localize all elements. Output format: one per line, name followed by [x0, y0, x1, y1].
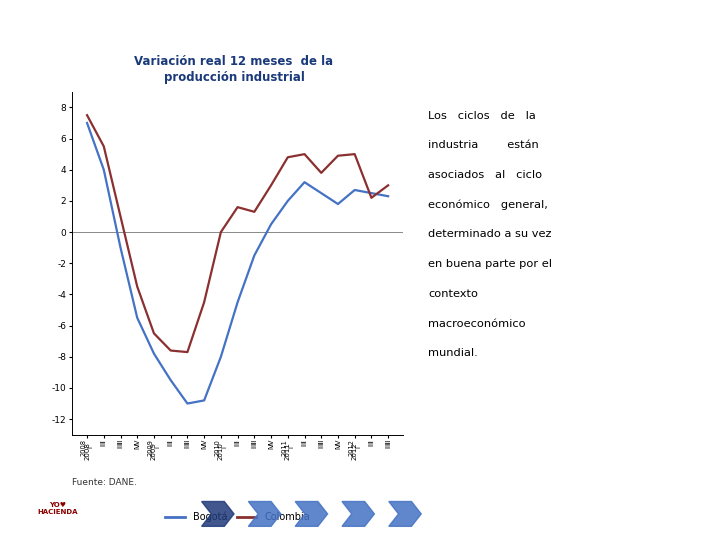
Text: IV: IV	[134, 442, 140, 449]
Text: III: III	[318, 442, 324, 449]
Text: mundial.: mundial.	[428, 348, 478, 359]
Polygon shape	[202, 502, 234, 526]
Text: III: III	[251, 442, 257, 449]
Polygon shape	[389, 502, 421, 526]
Text: contexto: contexto	[428, 289, 478, 299]
Text: III: III	[117, 442, 124, 449]
Text: Variación real 12 meses  de la
producción industrial: Variación real 12 meses de la producción…	[135, 55, 333, 84]
Polygon shape	[295, 502, 328, 526]
Text: industria        están: industria están	[428, 140, 539, 151]
Text: en buena parte por el: en buena parte por el	[428, 259, 552, 269]
Text: YO♥
HACIENDA: YO♥ HACIENDA	[37, 502, 78, 516]
Legend: Bogotá, Colombia: Bogotá, Colombia	[161, 508, 314, 526]
Text: III: III	[184, 442, 190, 449]
Text: II: II	[235, 442, 240, 447]
Polygon shape	[342, 502, 374, 526]
Text: 2010: 2010	[218, 442, 224, 461]
Text: 2011: 2011	[285, 442, 291, 461]
Text: 2012: 2012	[351, 442, 358, 460]
Text: IV: IV	[335, 442, 341, 449]
Text: asociados   al   ciclo: asociados al ciclo	[428, 170, 543, 180]
Text: Fuente: DANE.: Fuente: DANE.	[72, 478, 137, 487]
Text: Principales sectores
económicos: Principales sectores económicos	[377, 14, 581, 54]
Text: Los   ciclos   de   la: Los ciclos de la	[428, 111, 536, 121]
Text: IV: IV	[268, 442, 274, 449]
Text: 2008: 2008	[84, 442, 90, 461]
Text: macroeconómico: macroeconómico	[428, 319, 526, 329]
Text: II: II	[369, 442, 374, 447]
Text: II: II	[168, 442, 174, 447]
Text: económico   general,: económico general,	[428, 200, 548, 210]
Polygon shape	[248, 502, 281, 526]
Text: II: II	[101, 442, 107, 447]
Text: II: II	[302, 442, 307, 447]
Text: determinado a su vez: determinado a su vez	[428, 230, 552, 240]
Text: IV: IV	[201, 442, 207, 449]
Text: III: III	[385, 442, 391, 449]
Text: 2009: 2009	[151, 442, 157, 461]
